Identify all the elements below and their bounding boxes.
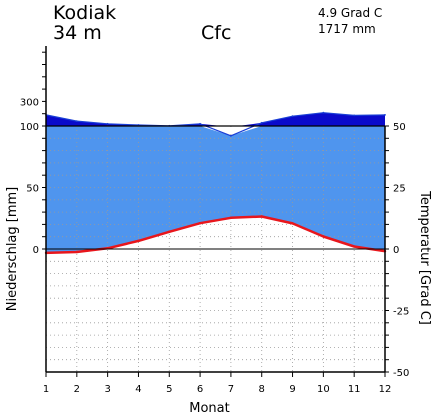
dip-marker: [226, 127, 235, 133]
right-tick-label: 50: [393, 122, 406, 133]
perhumid-area: [46, 112, 385, 126]
x-tick-label: 12: [379, 384, 392, 395]
temperature-point: [75, 250, 79, 254]
right-tick-label: 25: [393, 184, 406, 195]
x-axis-title: Monat: [189, 401, 229, 416]
x-tick-label: 8: [259, 384, 265, 395]
precipitation-line: [45, 112, 386, 137]
right-tick-label: 0: [393, 245, 399, 256]
precipitation-point: [384, 114, 386, 116]
temperature-point: [168, 230, 171, 233]
annual-precipitation: 1717 mm: [318, 22, 376, 36]
x-tick-label: 6: [197, 384, 203, 395]
station-elevation: 34 m: [53, 22, 102, 44]
precipitation-point: [353, 114, 356, 117]
x-tick-label: 11: [348, 384, 361, 395]
x-tick-label: 2: [74, 384, 80, 395]
precipitation-point: [75, 120, 78, 122]
right-tick-label: -25: [393, 307, 409, 318]
left-tick-label: 0: [33, 245, 39, 256]
left-tick-label: 100: [20, 122, 39, 133]
x-tick-label: 5: [166, 384, 172, 395]
left-axis-title: Niederschlag [mm]: [5, 187, 20, 312]
temperature-point: [198, 222, 202, 225]
x-tick-label: 7: [228, 384, 234, 395]
temperature-point: [229, 216, 233, 219]
precipitation-point: [260, 121, 263, 124]
temperature-point: [260, 215, 263, 218]
x-tick-label: 4: [135, 384, 141, 395]
climate-class: Cfc: [201, 22, 232, 44]
precipitation-point: [230, 134, 232, 137]
precipitation-point: [106, 122, 109, 125]
temperature-point: [322, 235, 325, 238]
mean-temperature: 4.9 Grad C: [318, 6, 383, 20]
station-name: Kodiak: [53, 2, 117, 24]
left-tick-label: 300: [20, 97, 39, 108]
temperature-point: [352, 245, 356, 248]
precipitation-point: [322, 111, 325, 114]
right-tick-label: -50: [393, 368, 409, 379]
x-tick-label: 9: [289, 384, 295, 395]
x-tick-label: 10: [317, 384, 330, 395]
temperature-point: [291, 222, 294, 225]
right-axis-title: Temperatur [Grad C]: [417, 190, 432, 325]
x-tick-label: 1: [43, 384, 49, 395]
precipitation-point: [199, 122, 201, 125]
humid-area: [46, 126, 385, 253]
temperature-point: [137, 239, 140, 243]
x-tick-label: 3: [104, 384, 110, 395]
left-tick-label: 50: [26, 184, 39, 195]
precipitation-point: [291, 115, 294, 118]
